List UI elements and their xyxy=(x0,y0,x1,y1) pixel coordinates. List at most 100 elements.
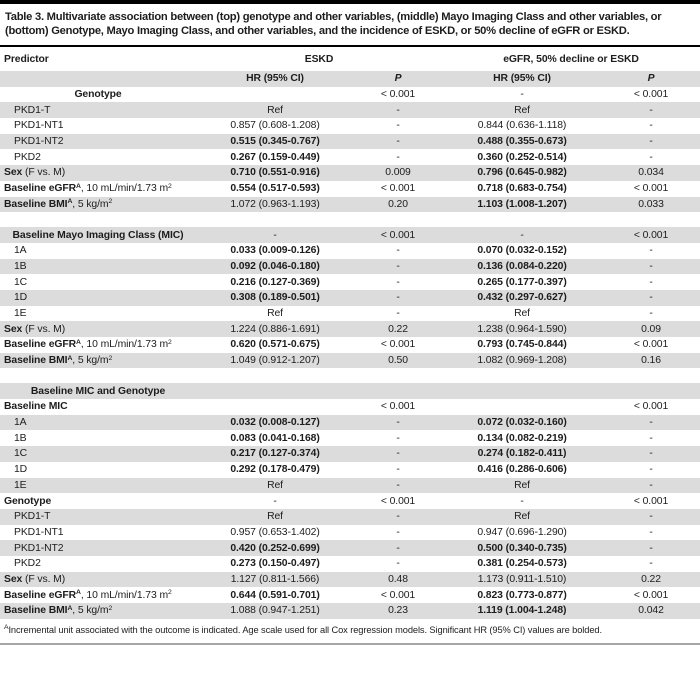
label-part: PKD1-NT1 xyxy=(14,120,64,132)
p-value-cell: < 0.001 xyxy=(633,229,669,241)
hr-ci-cell: 0.857 (0.608-1.208) xyxy=(230,120,320,132)
p-value-cell: < 0.001 xyxy=(633,89,669,101)
hr-ci-cell: 1.127 (0.811-1.566) xyxy=(230,573,320,585)
label-part: , 5 kg/m xyxy=(72,355,109,367)
col-header-p-eskd: P xyxy=(394,73,402,85)
label-part: PKD1-T xyxy=(14,104,51,116)
p-value-cell: - xyxy=(396,245,400,257)
p-value-cell: < 0.001 xyxy=(633,401,669,413)
label-part: Baseline BMI xyxy=(4,198,68,210)
table-row: 1C 0.217 (0.127-0.374) - 0.274 (0.182-0.411… xyxy=(0,446,700,462)
label-part: Sex xyxy=(4,323,23,335)
label-part: Baseline eGFR xyxy=(4,183,77,195)
table-row: Baseline eGFRA, 10 mL/min/1.73 m2 0.644 (… xyxy=(0,587,700,603)
p-value-cell: - xyxy=(649,542,653,554)
p-value-cell: 0.48 xyxy=(388,573,408,585)
hr-ci-cell: 0.416 (0.286-0.606) xyxy=(477,464,567,476)
col-group-eskd: ESKD xyxy=(304,53,334,65)
p-value-cell: 0.042 xyxy=(638,605,664,617)
label-part: PKD1-NT1 xyxy=(14,526,64,538)
predictor-cell: PKD1-NT1 xyxy=(0,525,196,541)
hr-ci-cell: 1.103 (1.008-1.207) xyxy=(477,198,567,210)
p-value-cell: - xyxy=(396,479,400,491)
p-value-cell: - xyxy=(649,120,653,132)
p-value-cell: < 0.001 xyxy=(380,495,416,507)
hr-ci-cell: 0.432 (0.297-0.627) xyxy=(477,292,567,304)
label-part: PKD1-T xyxy=(14,511,51,523)
predictor-cell: Baseline eGFRA, 10 mL/min/1.73 m2 xyxy=(0,587,196,603)
table-row: PKD1-NT1 0.857 (0.608-1.208) - 0.844 (0.636… xyxy=(0,118,700,134)
table-row: 1C 0.216 (0.127-0.369) - 0.265 (0.177-0.397… xyxy=(0,274,700,290)
hr-ci-cell: 0.216 (0.127-0.369) xyxy=(230,276,320,288)
label-part: (F vs. M) xyxy=(22,573,66,585)
p-value-cell: - xyxy=(396,292,400,304)
p-value-cell: - xyxy=(649,136,653,148)
p-value-cell: - xyxy=(396,526,400,538)
table-row: Baseline BMIA, 5 kg/m2 1.072 (0.963-1.193… xyxy=(0,196,700,213)
hr-ci-cell: 0.620 (0.571-0.675) xyxy=(230,339,320,351)
label-part: Baseline BMI xyxy=(4,355,68,367)
results-table: Predictor ESKD eGFR, 50% decline or ESKD… xyxy=(0,47,700,619)
col-header-hr-ci-eskd: HR (95% CI) xyxy=(246,73,304,85)
label-part: 1A xyxy=(14,245,27,257)
table-row: 1E Ref - Ref - xyxy=(0,477,700,494)
superscript: A xyxy=(67,354,73,362)
hr-ci-cell: 1.238 (0.964-1.590) xyxy=(477,323,567,335)
p-value-cell: 0.09 xyxy=(641,323,661,335)
col-header-blank xyxy=(0,71,196,87)
table-row: 1D 0.308 (0.189-0.501) - 0.432 (0.297-0.627… xyxy=(0,289,700,306)
p-value-cell: - xyxy=(649,276,653,288)
p-value-cell: - xyxy=(649,479,653,491)
hr-ci-cell: 0.033 (0.009-0.126) xyxy=(230,245,320,257)
label-part: Sex xyxy=(4,167,23,179)
footnote-superscript: A xyxy=(4,624,9,632)
hr-ci-cell: Ref xyxy=(514,511,530,523)
table-row: PKD1-T Ref - Ref - xyxy=(0,508,700,525)
p-value-cell: - xyxy=(396,260,400,272)
label-part: PKD2 xyxy=(14,151,41,163)
predictor-cell: PKD1-T xyxy=(0,509,196,525)
footnote-text: Incremental unit associated with the out… xyxy=(8,624,602,635)
p-value-cell: - xyxy=(396,307,400,319)
superscript: A xyxy=(76,589,81,597)
label-part: PKD2 xyxy=(14,558,41,570)
p-value-cell: - xyxy=(396,136,400,148)
p-value-cell: 0.034 xyxy=(638,167,664,179)
predictor-cell: Baseline BMIA, 5 kg/m2 xyxy=(0,353,196,369)
predictor-cell: 1E xyxy=(0,306,196,322)
p-value-cell: - xyxy=(396,464,400,476)
p-value-cell: < 0.001 xyxy=(380,401,416,413)
hr-ci-cell: 1.072 (0.963-1.193) xyxy=(230,198,320,210)
p-value-cell: - xyxy=(649,417,653,429)
predictor-cell: Baseline BMIA, 5 kg/m2 xyxy=(0,197,196,213)
p-value-cell: - xyxy=(396,558,400,570)
p-value-cell: < 0.001 xyxy=(633,183,669,195)
superscript: 2 xyxy=(108,604,113,612)
hr-ci-cell: 0.032 (0.008-0.127) xyxy=(230,417,320,429)
hr-ci-cell: 0.500 (0.340-0.735) xyxy=(477,542,567,554)
hr-ci-cell: - xyxy=(273,229,277,241)
top-rule xyxy=(0,0,700,4)
hr-ci-cell: 0.957 (0.653-1.402) xyxy=(230,526,320,538)
hr-ci-cell: Ref xyxy=(514,307,530,319)
predictor-cell: PKD1-T xyxy=(0,102,196,118)
superscript: A xyxy=(76,338,81,346)
superscript: 2 xyxy=(108,354,113,362)
label-part: 1B xyxy=(14,260,27,272)
hr-ci-cell: 0.420 (0.252-0.699) xyxy=(230,542,320,554)
predictor-cell: 1C xyxy=(0,446,196,462)
hr-ci-cell: 0.274 (0.182-0.411) xyxy=(477,448,567,460)
hr-ci-cell: 0.381 (0.254-0.573) xyxy=(477,558,567,570)
superscript: 2 xyxy=(168,182,172,190)
hr-ci-cell: 0.823 (0.773-0.877) xyxy=(477,589,567,601)
p-value-cell: 0.033 xyxy=(638,198,664,210)
table-row: PKD1-NT2 0.515 (0.345-0.767) - 0.488 (0.355… xyxy=(0,133,700,150)
p-value-cell: < 0.001 xyxy=(633,495,669,507)
p-value-cell: - xyxy=(396,542,400,554)
hr-ci-cell: 0.083 (0.041-0.168) xyxy=(230,432,320,444)
label-part: 1E xyxy=(14,479,27,491)
superscript: A xyxy=(67,604,73,612)
label-part: 1D xyxy=(14,464,28,476)
label-part: (F vs. M) xyxy=(22,323,66,335)
predictor-cell: 1D xyxy=(0,462,196,478)
